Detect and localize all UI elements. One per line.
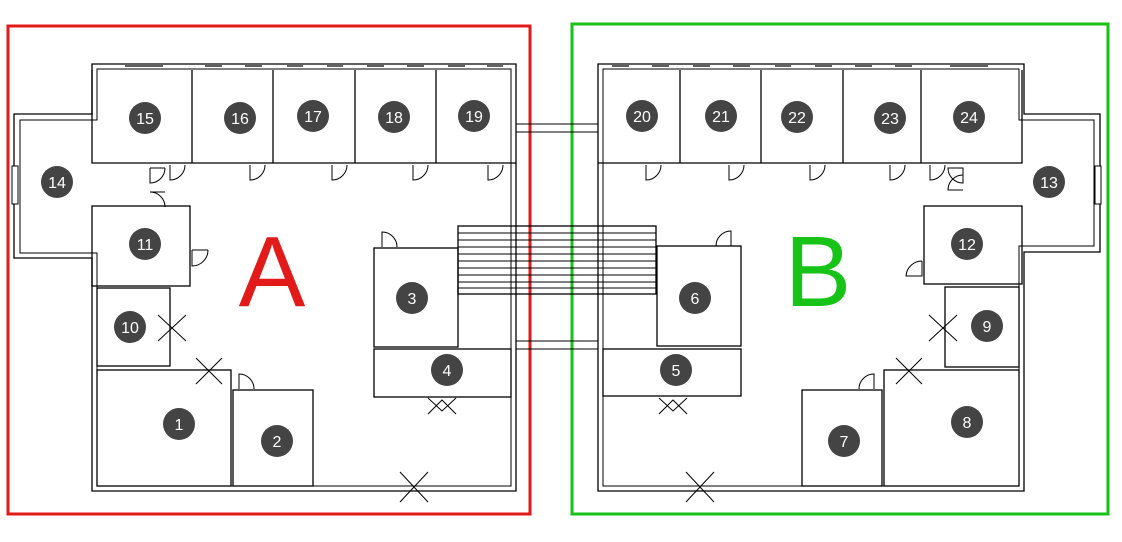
room-badge-23: 23 bbox=[874, 102, 906, 134]
room-badge-circle bbox=[705, 100, 737, 132]
zone-a-label: A bbox=[239, 216, 306, 328]
building-a-walls bbox=[11, 63, 517, 492]
room-badge-circle bbox=[261, 425, 293, 457]
room-badge-circle bbox=[41, 166, 73, 198]
room-badge-circle bbox=[163, 408, 195, 440]
room-badge-circle bbox=[1033, 166, 1065, 198]
room-badge-circle bbox=[297, 100, 329, 132]
room-badge-13: 13 bbox=[1033, 166, 1065, 198]
room-badge-circle bbox=[114, 311, 146, 343]
room-badge-circle bbox=[626, 100, 658, 132]
room-badge-8: 8 bbox=[951, 406, 983, 438]
room-badge-5: 5 bbox=[660, 354, 692, 386]
room-number: 22 bbox=[788, 110, 806, 127]
room-badge-6: 6 bbox=[679, 282, 711, 314]
room-badge-circle bbox=[378, 101, 410, 133]
zone-b-label: B bbox=[785, 216, 852, 328]
room-badge-circle bbox=[660, 354, 692, 386]
room-badge-circle bbox=[874, 102, 906, 134]
bridge-and-stairs bbox=[457, 123, 657, 350]
room-number: 15 bbox=[136, 111, 154, 128]
room-number: 16 bbox=[231, 111, 249, 128]
room-number: 11 bbox=[137, 237, 154, 254]
room-number: 13 bbox=[1040, 175, 1058, 192]
room-number: 17 bbox=[304, 109, 322, 126]
doors bbox=[149, 164, 964, 503]
room-badge-circle bbox=[458, 100, 490, 132]
room-number: 20 bbox=[633, 109, 651, 126]
room-badge-circle bbox=[951, 228, 983, 260]
room-badge-circle bbox=[431, 354, 463, 386]
room-badge-20: 20 bbox=[626, 100, 658, 132]
room-badge-22: 22 bbox=[781, 101, 813, 133]
room-badge-21: 21 bbox=[705, 100, 737, 132]
room-number: 9 bbox=[983, 319, 992, 336]
room-number: 2 bbox=[273, 434, 282, 451]
room-badge-11: 11 bbox=[129, 228, 161, 260]
room-number: 19 bbox=[465, 109, 483, 126]
room-number: 14 bbox=[48, 175, 66, 192]
room-badge-1: 1 bbox=[163, 408, 195, 440]
room-badge-18: 18 bbox=[378, 101, 410, 133]
room-badge-9: 9 bbox=[971, 310, 1003, 342]
room-number: 24 bbox=[960, 110, 978, 127]
room-number: 23 bbox=[881, 111, 899, 128]
room-number: 12 bbox=[958, 237, 976, 254]
room-badge-12: 12 bbox=[951, 228, 983, 260]
room-badge-circle bbox=[951, 406, 983, 438]
room-badge-circle bbox=[781, 101, 813, 133]
room-badge-14: 14 bbox=[41, 166, 73, 198]
room-number: 8 bbox=[963, 415, 972, 432]
room-number: 21 bbox=[712, 109, 730, 126]
room-badge-circle bbox=[129, 102, 161, 134]
room-number: 1 bbox=[175, 417, 184, 434]
room-number: 7 bbox=[840, 434, 849, 451]
room-badge-19: 19 bbox=[458, 100, 490, 132]
room-badge-circle bbox=[396, 282, 428, 314]
room-badge-24: 24 bbox=[953, 101, 985, 133]
room-badge-circle bbox=[953, 101, 985, 133]
room-number: 3 bbox=[408, 291, 417, 308]
room-number: 6 bbox=[691, 291, 700, 308]
room-number: 10 bbox=[121, 320, 139, 337]
room-badge-17: 17 bbox=[297, 100, 329, 132]
room-number: 4 bbox=[443, 363, 452, 380]
room-badge-circle bbox=[224, 102, 256, 134]
zone-b-outline bbox=[570, 22, 1110, 516]
room-badge-2: 2 bbox=[261, 425, 293, 457]
room-badge-3: 3 bbox=[396, 282, 428, 314]
room-badge-circle bbox=[971, 310, 1003, 342]
room-badge-circle bbox=[679, 282, 711, 314]
room-number: 5 bbox=[672, 363, 681, 380]
room-badge-7: 7 bbox=[828, 425, 860, 457]
room-badge-10: 10 bbox=[114, 311, 146, 343]
room-badge-circle bbox=[129, 228, 161, 260]
room-badge-circle bbox=[828, 425, 860, 457]
room-badge-4: 4 bbox=[431, 354, 463, 386]
room-number: 18 bbox=[385, 110, 403, 127]
room-badge-15: 15 bbox=[129, 102, 161, 134]
room-badge-16: 16 bbox=[224, 102, 256, 134]
building-b-walls bbox=[597, 63, 1102, 492]
zone-a-outline bbox=[6, 24, 532, 516]
